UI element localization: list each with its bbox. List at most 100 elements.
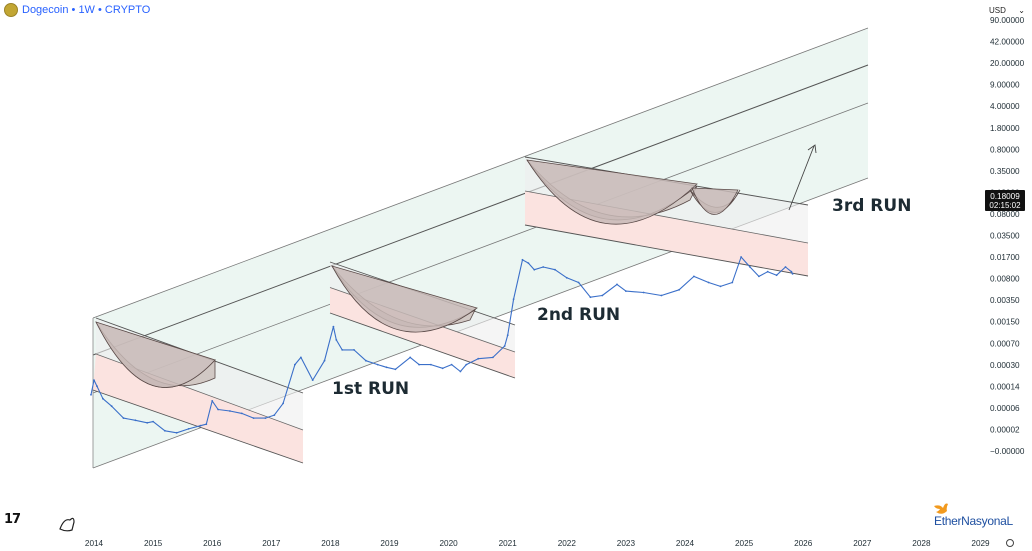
price-point-41 bbox=[477, 357, 480, 360]
price-point-28 bbox=[341, 349, 344, 351]
price-point-9 bbox=[164, 429, 166, 432]
price-point-54 bbox=[601, 294, 604, 297]
price-point-47 bbox=[527, 262, 530, 264]
price-point-65 bbox=[749, 266, 751, 268]
x-tick-2021: 2021 bbox=[499, 539, 518, 548]
x-tick-2023: 2023 bbox=[617, 539, 636, 548]
price-point-12 bbox=[199, 424, 202, 427]
price-point-67 bbox=[766, 270, 769, 273]
x-tick-2020: 2020 bbox=[439, 539, 458, 548]
price-point-20 bbox=[273, 414, 276, 416]
x-tick-2022: 2022 bbox=[558, 539, 577, 548]
tradingview-logo-icon[interactable]: 17 bbox=[4, 512, 21, 527]
price-point-21 bbox=[282, 402, 284, 405]
y-tick-7: 0.35000 bbox=[990, 167, 1020, 176]
x-tick-2027: 2027 bbox=[853, 539, 872, 548]
price-point-52 bbox=[577, 281, 580, 284]
price-point-26 bbox=[332, 325, 335, 328]
x-tick-2015: 2015 bbox=[144, 539, 163, 548]
price-point-70 bbox=[790, 270, 793, 273]
price-point-25 bbox=[323, 359, 326, 362]
price-point-35 bbox=[418, 363, 420, 366]
price-point-48 bbox=[533, 268, 536, 271]
channel-upper-line bbox=[92, 27, 869, 319]
price-point-3 bbox=[102, 397, 104, 400]
price-point-13 bbox=[205, 423, 208, 426]
symbol-header[interactable]: Dogecoin • 1W • CRYPTO bbox=[4, 3, 150, 17]
price-point-29 bbox=[353, 349, 355, 351]
currency-selector[interactable]: USD ⌄ bbox=[985, 2, 1029, 18]
price-label-countdown: 02:15:02 bbox=[989, 201, 1021, 210]
x-tick-2014: 2014 bbox=[85, 539, 104, 548]
y-tick-0: 90.00000 bbox=[990, 16, 1025, 25]
price-point-24 bbox=[311, 379, 314, 381]
price-point-50 bbox=[554, 268, 556, 271]
price-point-66 bbox=[758, 275, 760, 278]
price-point-36 bbox=[430, 363, 432, 366]
y-tick-13: 0.00350 bbox=[990, 296, 1020, 305]
x-tick-2028: 2028 bbox=[912, 539, 931, 548]
y-tick-17: 0.00014 bbox=[990, 382, 1020, 391]
y-tick-5: 1.80000 bbox=[990, 124, 1020, 133]
price-point-58 bbox=[660, 294, 663, 297]
dino-icon bbox=[59, 517, 75, 532]
price-point-53 bbox=[589, 296, 592, 299]
watermark-label: EtherNasyonaL bbox=[934, 514, 1013, 528]
y-tick-2: 20.00000 bbox=[990, 59, 1025, 68]
y-tick-16: 0.00030 bbox=[990, 361, 1020, 370]
price-point-42 bbox=[492, 356, 494, 359]
x-tick-2017: 2017 bbox=[262, 539, 281, 548]
chevron-down-icon: ⌄ bbox=[1018, 5, 1025, 15]
x-tick-2016: 2016 bbox=[203, 539, 222, 548]
y-tick-14: 0.00150 bbox=[990, 318, 1020, 327]
x-tick-2025: 2025 bbox=[735, 539, 754, 548]
price-label-box bbox=[985, 190, 1025, 211]
price-point-23 bbox=[300, 356, 302, 359]
bowl-2 bbox=[331, 265, 478, 333]
price-point-0 bbox=[90, 393, 92, 396]
price-point-45 bbox=[512, 298, 515, 300]
dogecoin-logo-icon bbox=[4, 3, 18, 17]
price-point-69 bbox=[784, 266, 787, 268]
price-point-6 bbox=[134, 419, 137, 422]
price-point-57 bbox=[642, 291, 645, 294]
price-point-63 bbox=[731, 281, 734, 284]
price-point-51 bbox=[565, 276, 568, 279]
price-point-1 bbox=[93, 379, 95, 381]
y-tick-10: 0.03500 bbox=[990, 232, 1020, 241]
annotation-run-1: 1st RUN bbox=[332, 379, 409, 399]
x-tick-2024: 2024 bbox=[676, 539, 695, 548]
zone-3-bottom-line bbox=[524, 224, 809, 277]
price-point-33 bbox=[394, 368, 397, 371]
y-tick-15: 0.00070 bbox=[990, 339, 1020, 348]
annotation-run-2: 2nd RUN bbox=[537, 305, 620, 325]
y-tick-3: 9.00000 bbox=[990, 81, 1020, 90]
price-point-4 bbox=[110, 405, 113, 408]
price-point-61 bbox=[707, 281, 710, 284]
twitter-bird-icon bbox=[934, 503, 948, 514]
price-point-37 bbox=[441, 367, 444, 370]
price-point-68 bbox=[775, 274, 778, 277]
price-point-32 bbox=[385, 366, 388, 369]
price-point-43 bbox=[503, 345, 506, 347]
price-point-17 bbox=[240, 412, 243, 415]
price-label-value: 0.18009 bbox=[990, 192, 1020, 201]
price-point-56 bbox=[625, 290, 627, 292]
price-point-2 bbox=[96, 385, 98, 388]
y-tick-6: 0.80000 bbox=[990, 145, 1020, 154]
price-point-44 bbox=[506, 334, 509, 337]
x-tick-2029: 2029 bbox=[971, 539, 990, 548]
price-point-15 bbox=[217, 408, 220, 411]
y-tick-1: 42.00000 bbox=[990, 38, 1025, 47]
price-point-10 bbox=[175, 431, 178, 434]
settings-gear-icon bbox=[1006, 539, 1014, 547]
price-point-40 bbox=[465, 363, 468, 366]
x-tick-2019: 2019 bbox=[380, 539, 399, 548]
price-point-46 bbox=[521, 258, 524, 261]
channel-mid-line bbox=[92, 64, 869, 356]
price-point-55 bbox=[616, 283, 618, 286]
price-point-7 bbox=[146, 421, 149, 424]
zone-2-bottom-line bbox=[329, 312, 516, 379]
price-point-8 bbox=[152, 420, 155, 423]
